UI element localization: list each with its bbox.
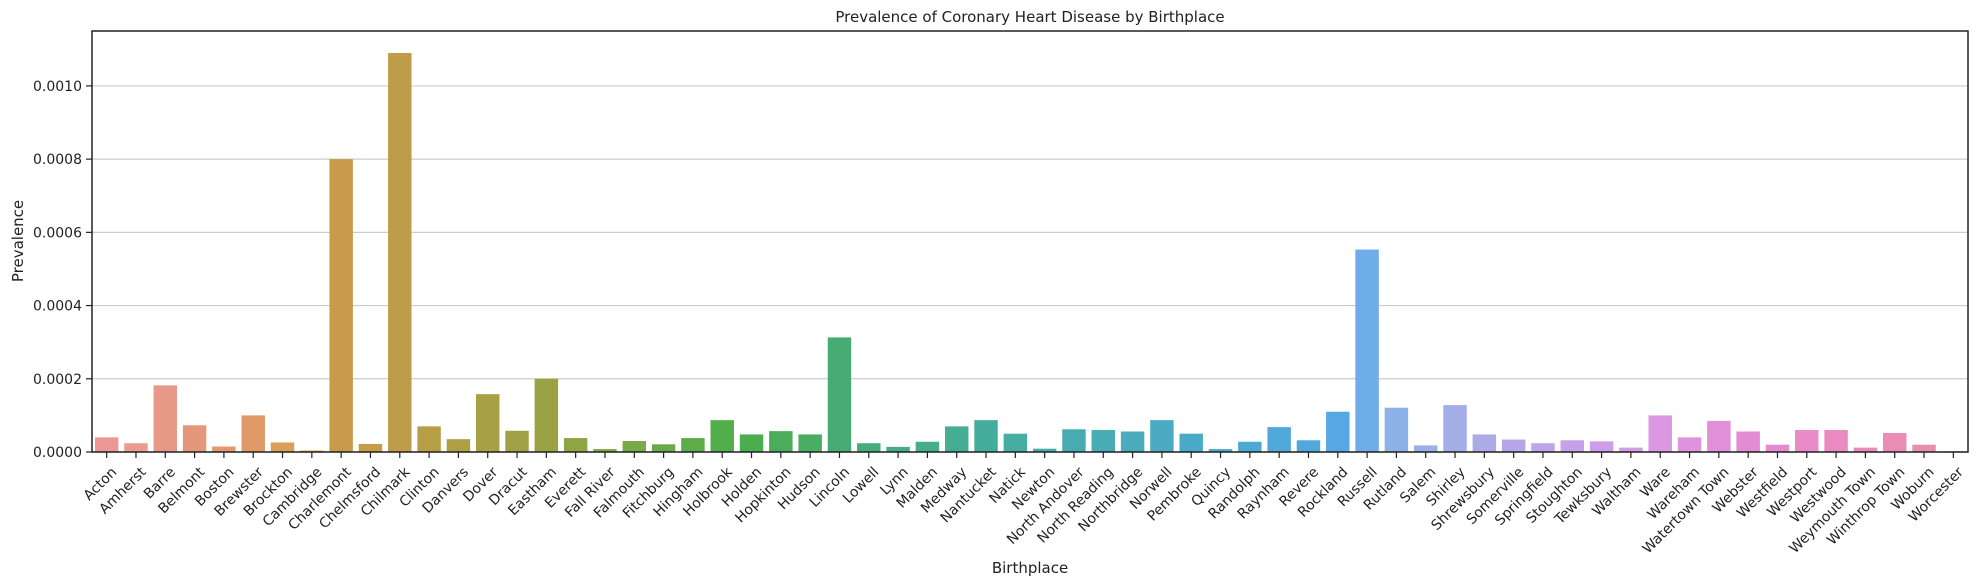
bar xyxy=(182,425,207,452)
bar xyxy=(124,443,148,452)
bar xyxy=(1120,431,1145,452)
bar xyxy=(1238,441,1262,452)
y-tick-label: 0.0008 xyxy=(33,152,82,168)
y-axis-ticks: 0.0000 0.0002 0.0004 0.0006 0.0008 0.0010 xyxy=(33,79,92,461)
bar xyxy=(974,420,998,452)
bar xyxy=(1560,440,1585,452)
bar xyxy=(1912,444,1936,452)
bar xyxy=(1472,434,1497,452)
bar xyxy=(534,378,559,452)
gridlines xyxy=(92,85,1968,453)
bar xyxy=(1355,249,1379,452)
bar xyxy=(270,442,295,452)
y-tick-label: 0.0004 xyxy=(33,299,82,315)
bar xyxy=(710,420,734,452)
bar xyxy=(915,441,940,452)
bar xyxy=(417,426,441,452)
y-tick-label: 0.0006 xyxy=(33,225,82,241)
bar xyxy=(358,443,383,452)
bar xyxy=(1384,407,1409,452)
x-axis-ticks: ActonAmherstBarreBelmontBostonBrewsterBr… xyxy=(81,452,1967,557)
y-tick-label: 0.0002 xyxy=(33,372,82,388)
bar xyxy=(1443,405,1467,452)
bar xyxy=(1736,431,1760,452)
bar xyxy=(1501,439,1526,452)
bar xyxy=(1267,427,1291,452)
y-tick-label: 0.0000 xyxy=(33,445,82,461)
bar xyxy=(446,439,471,452)
bar xyxy=(1208,449,1233,452)
bar xyxy=(563,438,588,452)
bar xyxy=(1707,420,1731,452)
bar xyxy=(212,446,236,452)
bar xyxy=(1882,432,1907,452)
bar xyxy=(1531,443,1555,452)
bar xyxy=(1413,445,1438,452)
plot-frame xyxy=(91,30,1969,453)
bar xyxy=(622,441,647,452)
bar xyxy=(1824,430,1848,452)
bar xyxy=(739,434,764,452)
bar xyxy=(827,337,852,452)
bar xyxy=(1619,447,1643,452)
bar xyxy=(1062,429,1086,452)
bar xyxy=(475,394,500,452)
bar xyxy=(1648,415,1672,452)
bar xyxy=(798,434,822,452)
bar xyxy=(1150,420,1174,452)
bar xyxy=(388,52,412,453)
bar xyxy=(1765,444,1790,452)
y-axis-label: Prevalence xyxy=(9,200,27,282)
bar xyxy=(153,385,178,452)
bar xyxy=(1179,433,1203,452)
x-axis-label: Birthplace xyxy=(992,559,1068,577)
bar xyxy=(1003,433,1028,452)
bar xyxy=(886,446,910,452)
bar xyxy=(1032,448,1057,452)
bar xyxy=(505,430,529,452)
bar xyxy=(1091,430,1116,452)
bar xyxy=(1589,441,1614,452)
bar xyxy=(241,415,265,452)
bar xyxy=(769,431,793,452)
y-tick-label: 0.0010 xyxy=(33,79,82,95)
bar xyxy=(329,159,353,452)
bar xyxy=(681,438,705,452)
bar xyxy=(1326,411,1350,452)
bars xyxy=(94,52,1966,453)
bar xyxy=(1296,440,1321,452)
bar xyxy=(1677,437,1702,452)
bar xyxy=(593,449,617,452)
bar xyxy=(944,426,969,452)
bar xyxy=(94,437,119,452)
bar xyxy=(1853,447,1878,452)
bar xyxy=(651,444,676,452)
chart-title: Prevalence of Coronary Heart Disease by … xyxy=(835,8,1224,26)
bar xyxy=(1795,430,1819,452)
bar xyxy=(857,443,881,452)
